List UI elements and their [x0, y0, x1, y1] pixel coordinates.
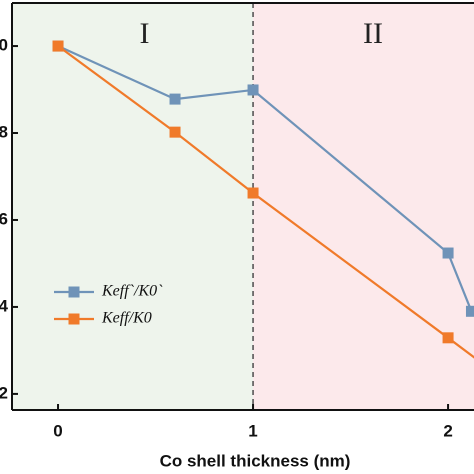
- y-tick-label: 0.2: [0, 383, 8, 402]
- y-tick-label: 0.8: [0, 122, 8, 141]
- marker: [442, 332, 454, 344]
- legend-label: Keff/K0: [101, 310, 152, 327]
- x-tick-label: 2: [443, 421, 452, 440]
- marker: [52, 40, 64, 52]
- x-tick-label: 1: [248, 421, 257, 440]
- legend-marker: [68, 313, 80, 325]
- region: [12, 3, 254, 410]
- x-tick-label: 0: [53, 421, 62, 440]
- y-tick-label: 0.6: [0, 209, 8, 228]
- marker: [247, 84, 259, 96]
- region-label: II: [363, 17, 383, 50]
- marker: [169, 93, 181, 105]
- marker: [442, 247, 454, 259]
- x-axis-label: Co shell thickness (nm): [160, 451, 351, 470]
- marker: [169, 126, 181, 138]
- legend-label: Keff`/K0`: [101, 283, 163, 300]
- marker: [465, 305, 474, 317]
- marker: [247, 187, 259, 199]
- region: [253, 3, 474, 410]
- y-tick-label: 0.4: [0, 296, 9, 315]
- region-label: I: [140, 17, 150, 50]
- legend-marker: [68, 286, 80, 298]
- y-tick-label: 1.0: [0, 36, 8, 55]
